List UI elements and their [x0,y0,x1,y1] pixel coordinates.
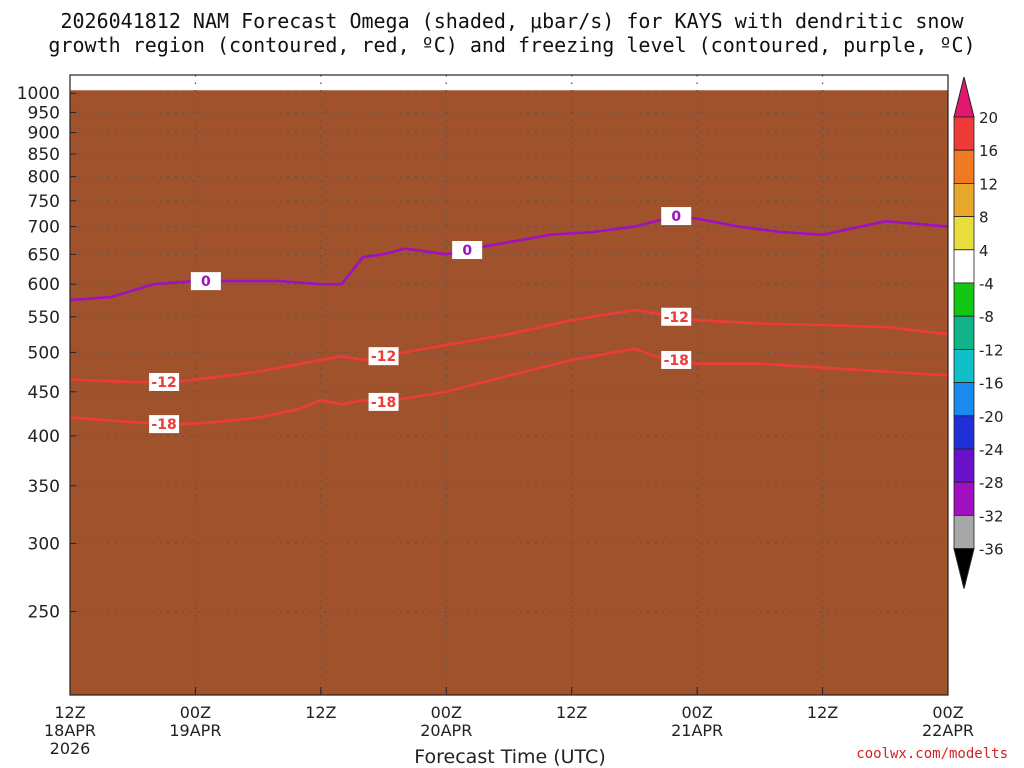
contour-label-bg [368,347,399,366]
colorbar-label: -24 [979,441,1004,459]
colorbar-label: -36 [979,541,1004,559]
contour-label-bg [149,372,180,391]
contour-label-bg [190,272,221,291]
x-axis-label: Forecast Time (UTC) [414,746,605,768]
contour-line-0 [69,347,949,427]
colorbar-label: 4 [979,242,989,260]
contour-label-bg [452,241,483,260]
colorbar-segment-3 [953,182,975,217]
colorbar-segment-8 [953,348,975,383]
colorbar-segment-5 [953,249,975,284]
x-tick-label: 22APR [922,721,974,740]
x-tick-label: 2026 [50,739,91,758]
x-tick-label: 12Z [556,703,587,722]
chart-title-line-1: 2026041812 NAM Forecast Omega (shaded, μ… [60,9,964,33]
colorbar-segment-13 [953,515,975,550]
y-tick-label: 650 [28,245,60,265]
y-tick-label: 600 [28,275,60,295]
colorbar-top-arrow [953,76,975,118]
y-tick-label: 800 [28,168,60,188]
credit-text: coolwx.com/modelts [856,746,1008,762]
y-tick-label: 750 [28,192,60,212]
colorbar-segment-7 [953,315,975,350]
colorbar-label: -20 [979,408,1004,426]
contour-lines: -18 -18 -18 -12 -12 -12 0 0 0 [69,207,949,434]
contour-label-bg [661,307,692,326]
y-tick-label: 500 [28,343,60,363]
contour-label-bg [661,207,692,226]
contour-line-1 [69,308,949,384]
colorbar-label: -8 [979,308,994,326]
y-tick-label: 950 [28,103,60,123]
plot-frame [69,74,949,696]
y-tick-label: 250 [28,603,60,623]
colorbar-label: -28 [979,474,1004,492]
y-tick-label: 700 [28,218,60,238]
colorbar-label: 20 [979,109,998,127]
x-tick-label: 12Z [54,703,85,722]
contour-label: 0 [462,243,472,259]
contour-label: 0 [201,274,211,290]
y-tick-label: 450 [28,383,60,403]
y-tick-label: 300 [28,534,60,554]
x-tick-label: 21APR [671,721,723,740]
contour-label-bg [149,415,180,434]
chart-title-line-2: growth region (contoured, red, ºC) and f… [48,33,976,57]
colorbar-label: 8 [979,209,989,227]
y-tick-label: 900 [28,124,60,144]
x-tick-label: 00Z [681,703,712,722]
contour-label: -12 [151,375,176,391]
colorbar-segment-11 [953,448,975,483]
colorbar-label: -32 [979,507,1004,525]
colorbar-label: 12 [979,175,998,193]
y-tick-label: 850 [28,145,60,165]
contour-label: -18 [151,417,176,433]
contour-label-bg [661,350,692,369]
contour-line-2 [69,214,949,302]
colorbar-label: -4 [979,275,994,293]
colorbar-label: -16 [979,375,1004,393]
x-tick-label: 00Z [180,703,211,722]
contour-label: -12 [371,349,396,365]
colorbar-segment-4 [953,216,975,251]
x-tick-label: 12Z [807,703,838,722]
colorbar-label: 16 [979,142,998,160]
colorbar-label: -12 [979,341,1004,359]
contour-label: -12 [664,310,689,326]
contour-label-bg [368,392,399,411]
x-tick-label: 12Z [305,703,336,722]
y-axis: 2503003504004505005506006507007508008509… [17,84,76,623]
x-tick-label: 00Z [431,703,462,722]
colorbar-segment-6 [953,282,975,317]
colorbar-segment-9 [953,382,975,417]
contour-label: -18 [371,395,396,411]
colorbar-bottom-arrow [953,548,975,589]
colorbar-segment-2 [953,149,975,184]
colorbar-segment-10 [953,415,975,450]
colorbar: 20 16 12 8 4 -4 -8 -12 -16 -20 -24 -28 -32 -36 [953,76,1004,589]
y-tick-label: 1000 [17,84,60,104]
x-tick-label: 20APR [420,721,472,740]
x-tick-label: 00Z [932,703,963,722]
x-tick-label: 19APR [169,721,221,740]
contour-label: -18 [664,353,689,369]
y-tick-label: 550 [28,308,60,328]
colorbar-segment-1 [953,116,975,151]
y-tick-label: 400 [28,427,60,447]
contour-label: 0 [671,209,681,225]
y-tick-label: 350 [28,477,60,497]
x-tick-label: 18APR [44,721,96,740]
terrain-strip [70,90,948,695]
colorbar-segment-12 [953,481,975,516]
